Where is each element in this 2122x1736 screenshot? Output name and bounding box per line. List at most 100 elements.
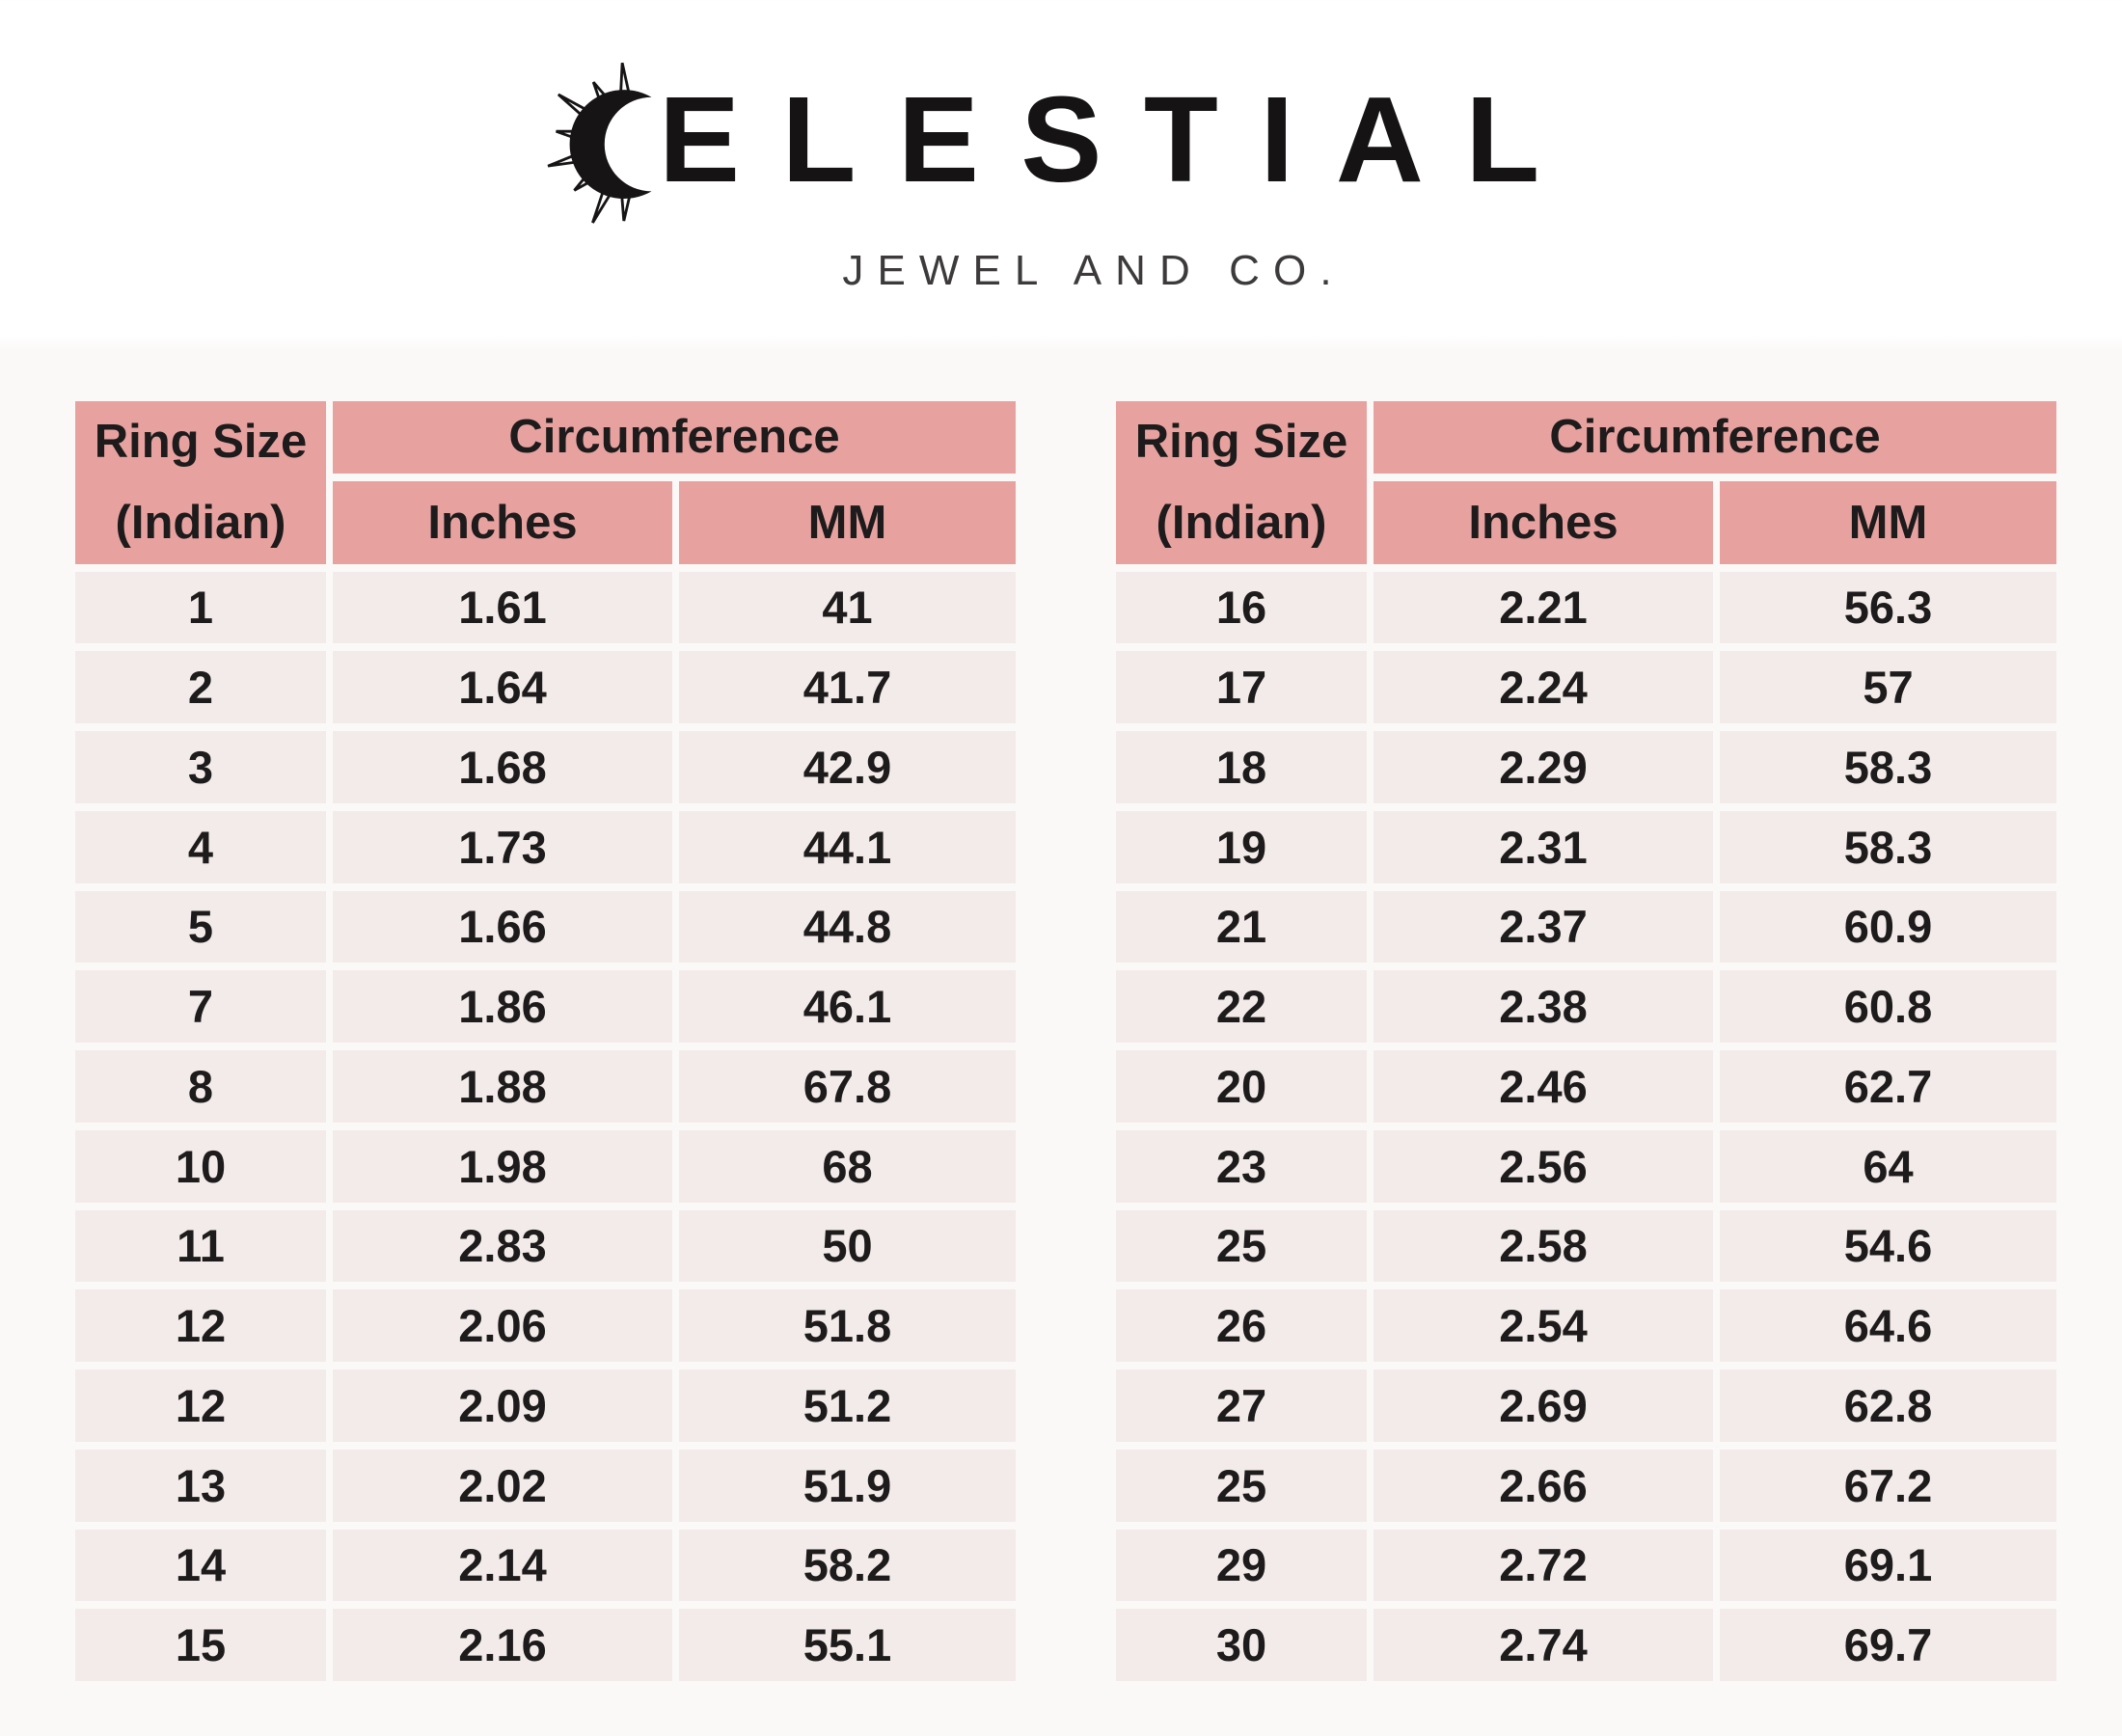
table-cell: 1.86 xyxy=(333,970,672,1044)
ring-size-table-left: Ring Size (Indian) Circumference Inches … xyxy=(68,393,1022,1689)
ring-size-header: Ring Size (Indian) xyxy=(75,401,326,564)
table-row: 23 2.56 64 xyxy=(1116,1129,2056,1203)
table-cell: 5 xyxy=(75,890,326,963)
table-row: 11 2.83 50 xyxy=(75,1209,1016,1283)
table-cell: 2.09 xyxy=(333,1370,672,1442)
table-cell: 57 xyxy=(1720,651,2056,724)
ring-size-table-right: Ring Size (Indian) Circumference Inches … xyxy=(1109,393,2063,1689)
brand-name: ELESTIAL xyxy=(658,71,1582,207)
table-cell: 2.46 xyxy=(1374,1050,1713,1123)
table-cell: 12 xyxy=(75,1289,326,1363)
table-header: Ring Size (Indian) Circumference Inches … xyxy=(75,401,1016,564)
table-cell: 11 xyxy=(75,1209,326,1283)
table-cell: 10 xyxy=(75,1129,326,1203)
table-cell: 7 xyxy=(75,970,326,1044)
table-cell: 12 xyxy=(75,1370,326,1442)
table-row: 30 2.74 69.7 xyxy=(1116,1609,2056,1682)
table-cell: 2.54 xyxy=(1374,1289,1713,1363)
table-cell: 44.8 xyxy=(679,890,1016,963)
mm-header: MM xyxy=(679,480,1016,564)
table-row: 25 2.58 54.6 xyxy=(1116,1209,2056,1283)
table-cell: 27 xyxy=(1116,1370,1367,1442)
ring-size-header-line2: (Indian) xyxy=(115,497,286,550)
table-cell: 2.58 xyxy=(1374,1209,1713,1283)
inches-header: Inches xyxy=(333,480,672,564)
table-row: 12 2.06 51.8 xyxy=(75,1289,1016,1363)
table-row: 15 2.16 55.1 xyxy=(75,1609,1016,1682)
table-cell: 2.31 xyxy=(1374,810,1713,883)
table-row: 26 2.54 64.6 xyxy=(1116,1289,2056,1363)
table-cell: 14 xyxy=(75,1529,326,1602)
table-cell: 8 xyxy=(75,1050,326,1123)
table-row: 17 2.24 57 xyxy=(1116,651,2056,724)
brand-header: ELESTIAL JEWEL AND CO. xyxy=(0,46,2122,295)
table-cell: 23 xyxy=(1116,1129,1367,1203)
table-cell: 2.72 xyxy=(1374,1529,1713,1602)
mm-header: MM xyxy=(1720,480,2056,564)
table-cell: 1.68 xyxy=(333,731,672,803)
table-row: 21 2.37 60.9 xyxy=(1116,890,2056,963)
table-cell: 44.1 xyxy=(679,810,1016,883)
ring-size-header: Ring Size (Indian) xyxy=(1116,401,1367,564)
table-cell: 15 xyxy=(75,1609,326,1682)
table-row: 20 2.46 62.7 xyxy=(1116,1050,2056,1123)
table-cell: 55.1 xyxy=(679,1609,1016,1682)
table-cell: 3 xyxy=(75,731,326,803)
brand-logo: ELESTIAL xyxy=(0,46,2122,233)
table-body-right: 16 2.21 56.3 17 2.24 57 18 2.29 58.3 19 2.31 58.3 21… xyxy=(1116,571,2056,1682)
table-cell: 58.2 xyxy=(679,1529,1016,1602)
table-cell: 60.8 xyxy=(1720,970,2056,1044)
table-header: Ring Size (Indian) Circumference Inches … xyxy=(1116,401,2056,564)
table-cell: 20 xyxy=(1116,1050,1367,1123)
table-row: 18 2.29 58.3 xyxy=(1116,731,2056,803)
circumference-header: Circumference xyxy=(333,401,1016,474)
table-cell: 62.7 xyxy=(1720,1050,2056,1123)
table-cell: 4 xyxy=(75,810,326,883)
table-cell: 26 xyxy=(1116,1289,1367,1363)
table-cell: 56.3 xyxy=(1720,571,2056,644)
table-row: 12 2.09 51.2 xyxy=(75,1370,1016,1442)
table-row: 1 1.61 41 xyxy=(75,571,1016,644)
table-cell: 2.14 xyxy=(333,1529,672,1602)
table-cell: 25 xyxy=(1116,1209,1367,1283)
table-cell: 19 xyxy=(1116,810,1367,883)
table-cell: 60.9 xyxy=(1720,890,2056,963)
table-cell: 58.3 xyxy=(1720,731,2056,803)
table-cell: 1.66 xyxy=(333,890,672,963)
table-cell: 25 xyxy=(1116,1449,1367,1522)
table-cell: 2.37 xyxy=(1374,890,1713,963)
table-cell: 1.88 xyxy=(333,1050,672,1123)
ring-size-header-line1: Ring Size xyxy=(1134,416,1348,468)
table-cell: 51.8 xyxy=(679,1289,1016,1363)
table-cell: 2.56 xyxy=(1374,1129,1713,1203)
table-cell: 67.2 xyxy=(1720,1449,2056,1522)
table-row: 22 2.38 60.8 xyxy=(1116,970,2056,1044)
table-cell: 2.21 xyxy=(1374,571,1713,644)
table-cell: 29 xyxy=(1116,1529,1367,1602)
table-cell: 30 xyxy=(1116,1609,1367,1682)
table-cell: 67.8 xyxy=(679,1050,1016,1123)
table-cell: 1.61 xyxy=(333,571,672,644)
table-cell: 58.3 xyxy=(1720,810,2056,883)
table-row: 14 2.14 58.2 xyxy=(75,1529,1016,1602)
table-cell: 2.66 xyxy=(1374,1449,1713,1522)
table-cell: 1.64 xyxy=(333,651,672,724)
table-row: 4 1.73 44.1 xyxy=(75,810,1016,883)
table-cell: 50 xyxy=(679,1209,1016,1283)
table-cell: 42.9 xyxy=(679,731,1016,803)
inches-header: Inches xyxy=(1374,480,1713,564)
table-row: 16 2.21 56.3 xyxy=(1116,571,2056,644)
table-cell: 2.16 xyxy=(333,1609,672,1682)
table-row: 3 1.68 42.9 xyxy=(75,731,1016,803)
table-row: 10 1.98 68 xyxy=(75,1129,1016,1203)
table-cell: 1.73 xyxy=(333,810,672,883)
table-cell: 41 xyxy=(679,571,1016,644)
table-row: 2 1.64 41.7 xyxy=(75,651,1016,724)
table-cell: 17 xyxy=(1116,651,1367,724)
table-cell: 2 xyxy=(75,651,326,724)
table-cell: 1 xyxy=(75,571,326,644)
table-row: 29 2.72 69.1 xyxy=(1116,1529,2056,1602)
table-cell: 1.98 xyxy=(333,1129,672,1203)
table-cell: 51.2 xyxy=(679,1370,1016,1442)
ring-size-tables: Ring Size (Indian) Circumference Inches … xyxy=(68,393,2122,1682)
